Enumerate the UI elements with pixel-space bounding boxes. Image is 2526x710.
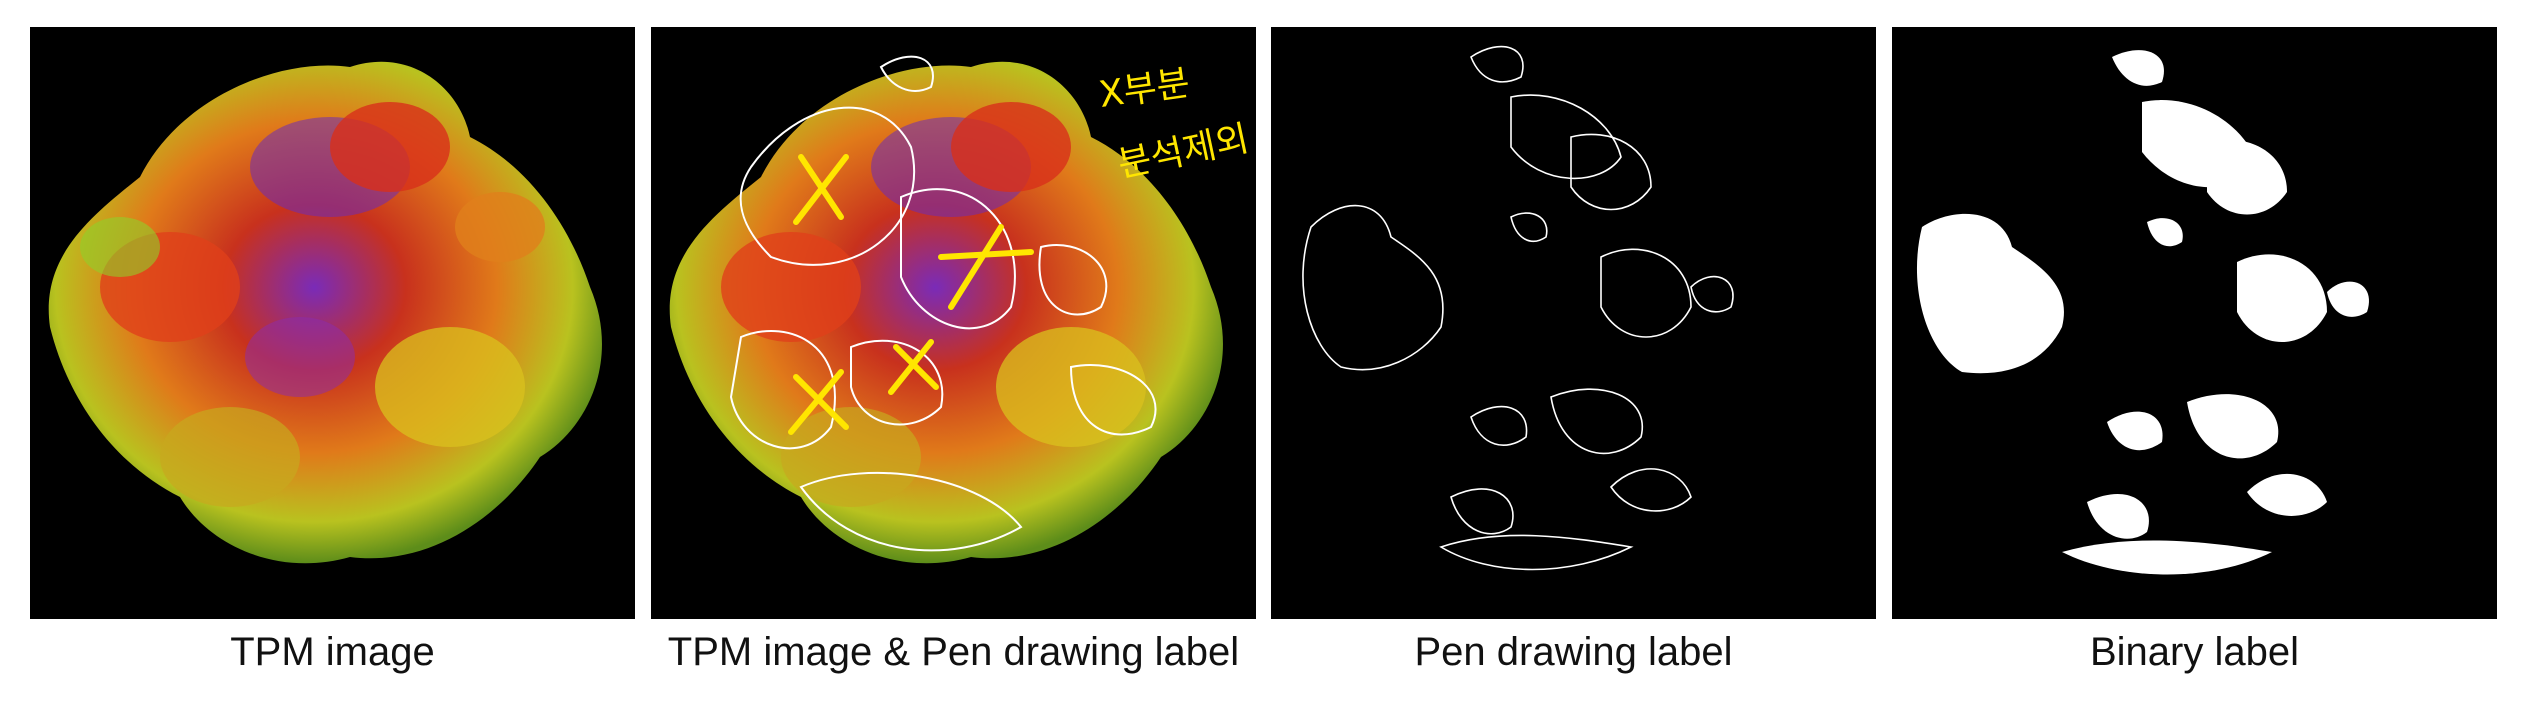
exclusion-x-marks [788,154,1034,435]
tpm-image [48,61,602,564]
tpm-overlay-panel: X부분 분석제외 [651,27,1256,619]
caption-binary-label: Binary label [2089,630,2299,674]
binary-label-image [1916,50,2369,575]
binary-label-panel [1892,27,2497,619]
tpm-overlay-image: X부분 분석제외 [669,55,1252,564]
annotation-line-2: 분석제외 [1114,118,1252,186]
pen-drawing-panel [1271,27,1876,619]
pen-drawing-outline [729,55,1157,552]
annotation-line-1: X부분 [1097,63,1193,116]
tpm-image-panel [30,27,635,619]
caption-tpm-pen-overlay: TPM image & Pen drawing label [667,630,1240,674]
pen-drawing-image [1302,45,1734,571]
caption-tpm-image: TPM image [230,630,435,674]
caption-pen-drawing-label: Pen drawing label [1414,630,1733,674]
